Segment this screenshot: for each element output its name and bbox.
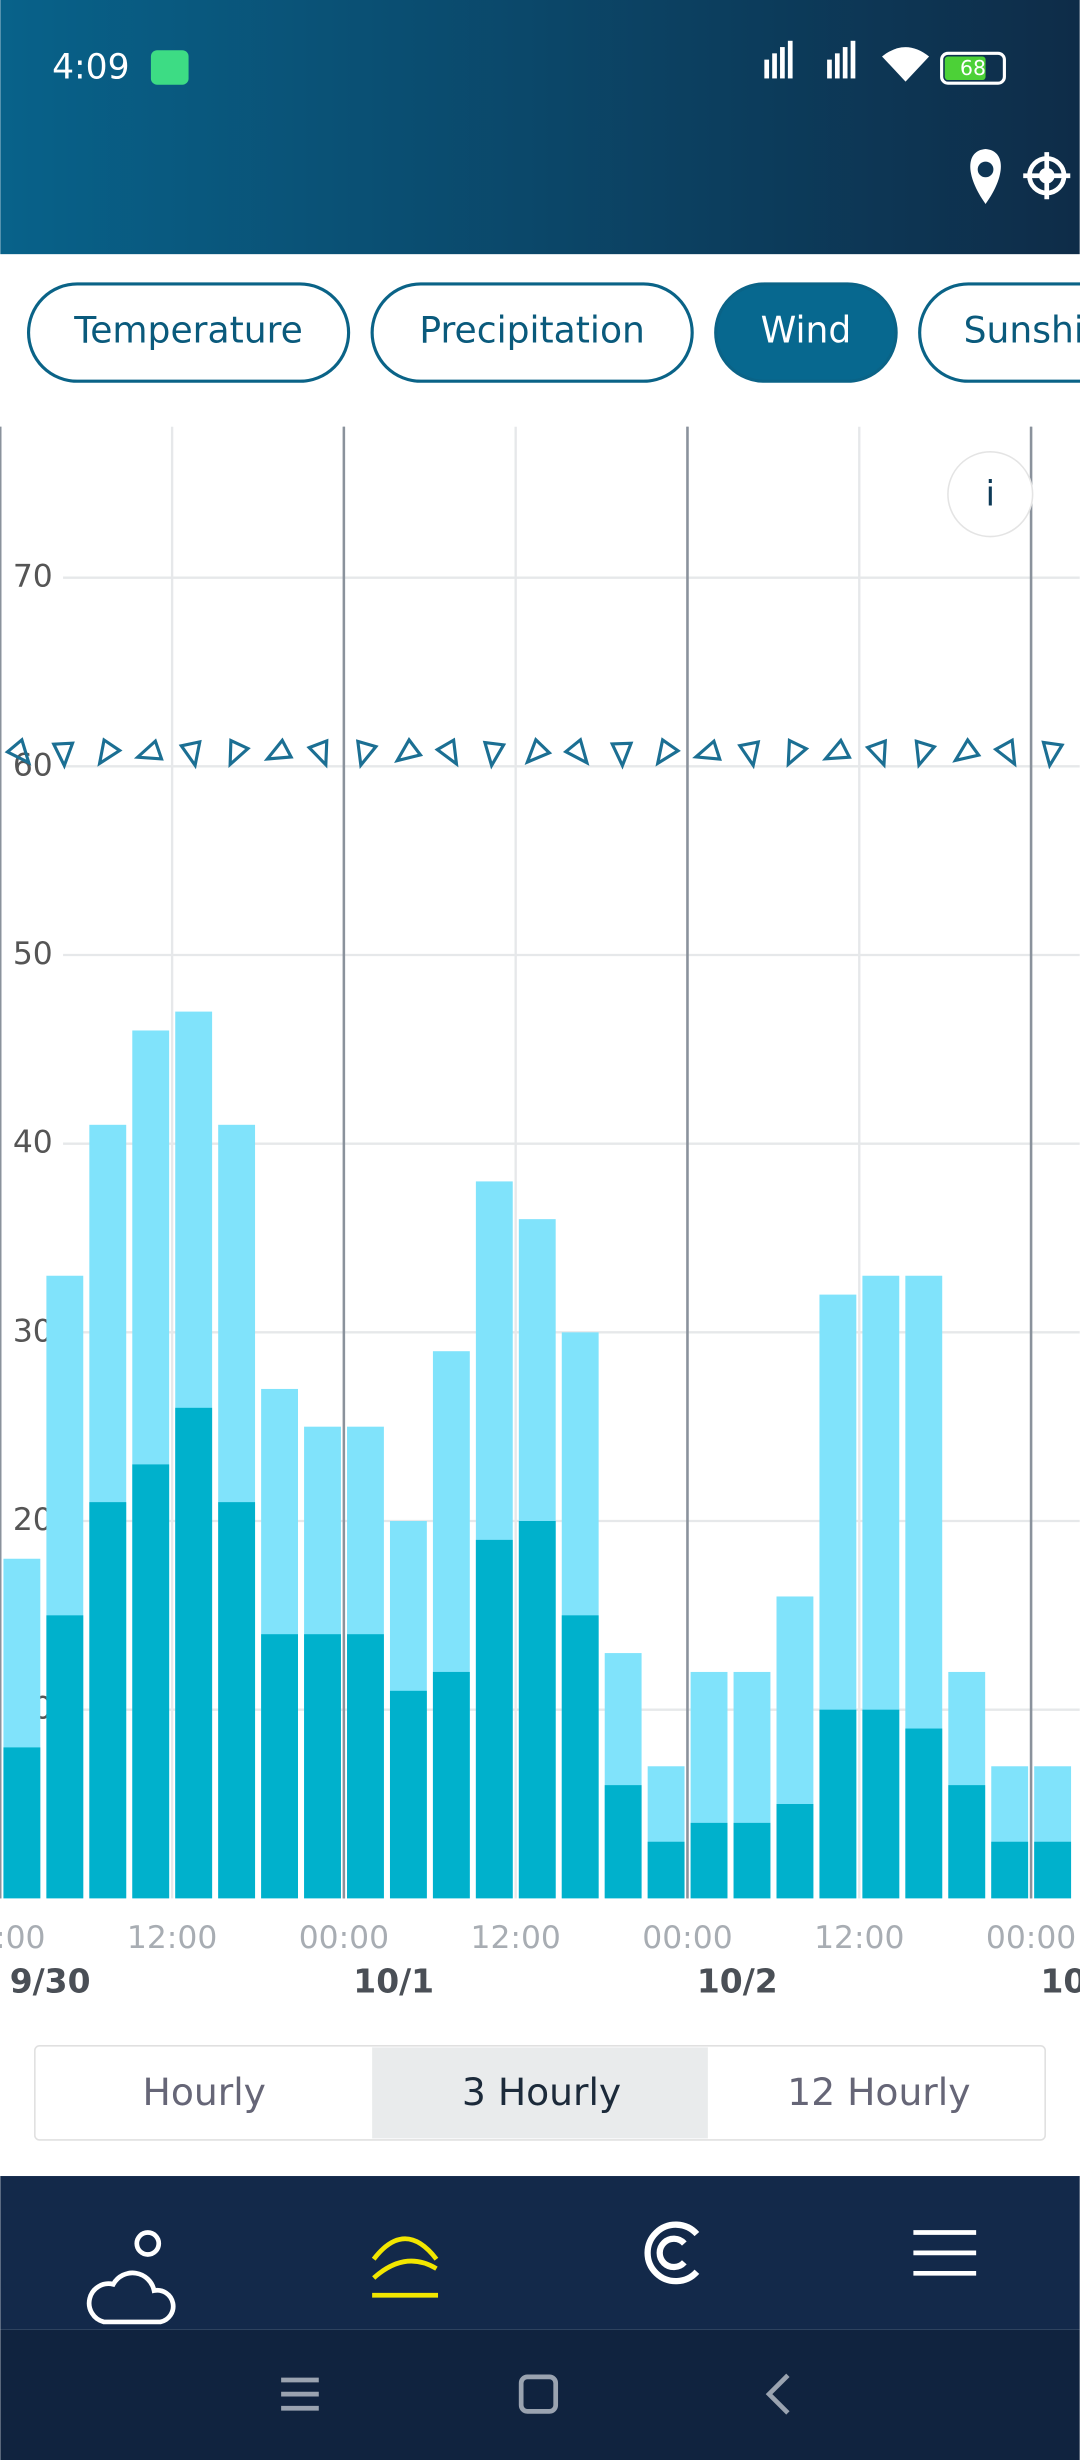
date-label: 10/1	[353, 1962, 434, 2001]
wind-direction-icon	[434, 737, 459, 768]
wind-direction-icon	[355, 739, 379, 769]
x-tick-label: 00:00	[0, 1920, 45, 1956]
wind-direction-icon	[394, 737, 424, 764]
bottom-nav	[0, 2176, 1080, 2330]
bar	[905, 1728, 943, 1899]
wind-direction-icon	[306, 738, 329, 769]
wind-direction-icon	[133, 738, 164, 761]
battery-text: 68	[960, 56, 986, 80]
x-tick-label: 00:00	[986, 1920, 1076, 1956]
bar	[347, 1634, 384, 1899]
wind-direction-icon	[864, 738, 887, 769]
bar	[690, 1822, 728, 1899]
bar	[819, 1709, 857, 1899]
nav-charts[interactable]	[371, 2236, 439, 2298]
y-tick-label: 60	[13, 747, 53, 783]
x-tick-label: 00:00	[642, 1920, 732, 1956]
bar	[776, 1804, 814, 1899]
wind-direction-icon	[737, 740, 761, 770]
nav-radar[interactable]	[644, 2221, 700, 2285]
y-tick-label: 20	[13, 1502, 53, 1538]
system-buttons[interactable]	[281, 2373, 790, 2415]
nav-weather[interactable]	[86, 2230, 176, 2325]
interval-option[interactable]: 3 Hourly	[462, 2070, 621, 2114]
bar	[1034, 1841, 1072, 1899]
bar	[218, 1502, 256, 1899]
x-tick-label: 00:00	[299, 1920, 389, 1956]
bar	[991, 1841, 1029, 1899]
bar	[647, 1841, 685, 1899]
bar	[389, 1690, 427, 1899]
locate-dot	[1038, 167, 1055, 184]
wind-direction-icon	[655, 737, 681, 767]
bar	[132, 1464, 170, 1899]
wind-direction-icon	[524, 736, 553, 765]
wind-direction-icon	[97, 737, 123, 767]
bar	[561, 1615, 599, 1899]
interval-option[interactable]: Hourly	[143, 2070, 266, 2114]
pin-dot	[977, 161, 994, 178]
tab-label: Temperature	[73, 310, 303, 352]
info-text: i	[985, 474, 995, 514]
bar	[304, 1634, 341, 1899]
bar	[862, 1709, 900, 1899]
wind-direction-icon	[51, 741, 75, 770]
wind-direction-icon	[228, 738, 251, 769]
bar	[604, 1785, 642, 1899]
wind-direction-icon	[786, 738, 810, 768]
wind-direction-icon	[992, 737, 1017, 768]
system-nav	[0, 2329, 1080, 2460]
y-tick-label: 40	[13, 1125, 53, 1161]
status-icons	[764, 40, 930, 82]
bar	[948, 1785, 986, 1899]
wind-direction-icon	[1041, 740, 1065, 770]
battery	[940, 51, 1006, 85]
wind-direction-icon	[482, 740, 507, 770]
wind-direction-icon	[952, 737, 982, 763]
bar	[89, 1502, 127, 1899]
bar	[733, 1822, 771, 1899]
interval-selected	[372, 2047, 708, 2139]
bar	[518, 1521, 556, 1899]
wind-direction-icon	[609, 741, 634, 770]
nav-menu[interactable]	[913, 2230, 977, 2276]
wind-direction-icon	[821, 737, 852, 761]
tab-label: Precipitation	[419, 310, 645, 352]
y-tick-label: 30	[13, 1313, 53, 1349]
x-tick-label: 12:00	[814, 1920, 904, 1956]
date-label: 10/3	[1040, 1962, 1080, 2001]
tab[interactable]	[370, 282, 694, 383]
tab[interactable]	[714, 282, 898, 383]
date-label: 10/2	[697, 1962, 778, 2001]
tab[interactable]	[26, 282, 351, 383]
battery-level	[944, 56, 986, 81]
android-icon	[150, 50, 189, 85]
wind-direction-icon	[562, 737, 590, 766]
tab[interactable]	[918, 282, 1080, 383]
bar	[3, 1747, 41, 1899]
wind-direction-icon	[692, 738, 722, 761]
bar	[261, 1634, 299, 1899]
wind-direction-icon	[178, 739, 202, 770]
status-time: 4:09	[52, 48, 129, 88]
interval-option[interactable]: 12 Hourly	[787, 2070, 970, 2114]
bar	[475, 1539, 513, 1899]
x-tick-label: 12:00	[127, 1920, 217, 1956]
x-tick-label: 12:00	[470, 1920, 560, 1956]
wind-direction-icon	[914, 739, 938, 769]
y-tick-label: 70	[13, 559, 53, 595]
tab-label: Sunshine	[964, 310, 1080, 352]
wind-direction-icon	[263, 737, 294, 761]
tab-label: Wind	[761, 310, 852, 352]
date-label: 9/30	[10, 1962, 91, 2001]
y-tick-label: 50	[13, 936, 53, 972]
bar	[175, 1407, 213, 1899]
bar	[46, 1615, 84, 1899]
wind-direction-icon	[4, 737, 32, 766]
header	[0, 0, 1080, 255]
info-button[interactable]	[947, 451, 1034, 538]
bar	[432, 1671, 470, 1899]
